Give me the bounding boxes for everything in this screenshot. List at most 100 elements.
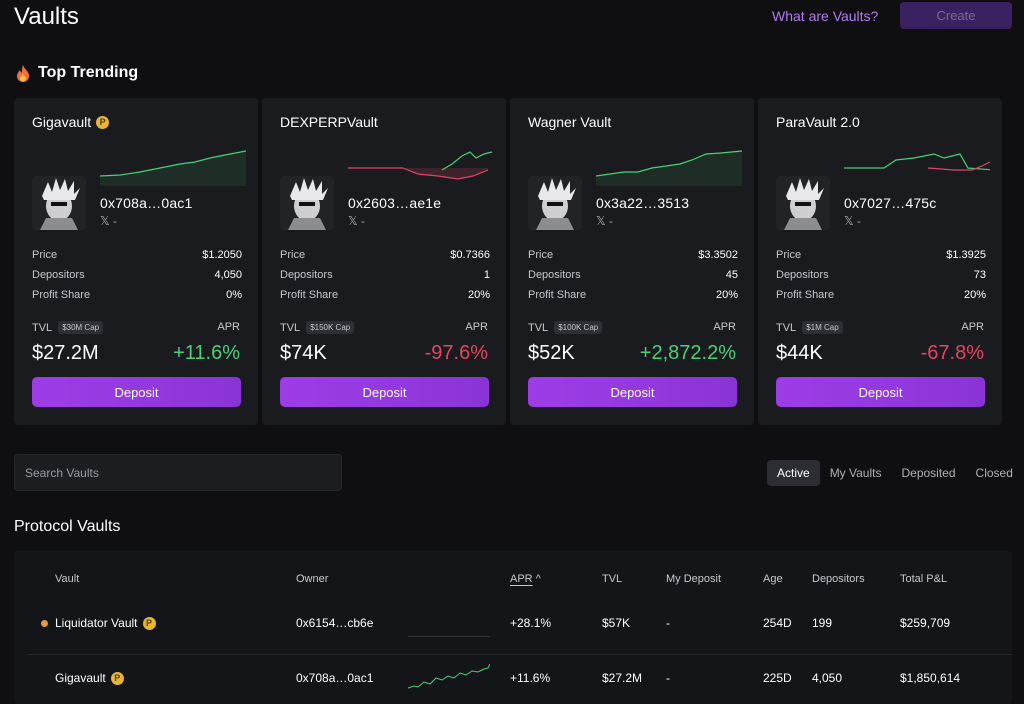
vault-sparkline — [100, 150, 246, 186]
depositors-row: Depositors 45 — [528, 269, 738, 281]
apr-value: +11.6% — [173, 342, 240, 364]
top-trending-title: Top Trending — [38, 64, 139, 81]
tvl-value: $44K — [776, 342, 823, 364]
tvl-label: TVL — [32, 321, 53, 334]
vault-card[interactable]: ParaVault 2.0 0x7027…475c 𝕏 - Price $1.3… — [758, 98, 1002, 425]
tvl-value: $52K — [528, 342, 575, 364]
page-title: Vaults — [14, 3, 79, 30]
price-row: Price $1.3925 — [776, 249, 986, 261]
vault-name: DEXPERPVault — [280, 114, 378, 130]
filter-tab-active[interactable]: Active — [767, 460, 820, 486]
vault-card-name[interactable]: Gigavault P — [32, 114, 110, 130]
tvl-label-row: TVL $1M Cap — [776, 321, 843, 334]
pnl-cell: $1,850,614 — [900, 671, 961, 685]
owner-x-handle[interactable]: 𝕏 - — [348, 214, 365, 228]
vault-card-name[interactable]: ParaVault 2.0 — [776, 114, 860, 130]
filter-tab-my-vaults[interactable]: My Vaults — [829, 466, 882, 480]
tvl-label-row: TVL $30M Cap — [32, 321, 104, 334]
depositors-label: Depositors — [280, 269, 333, 281]
vault-name: Wagner Vault — [528, 114, 612, 130]
vault-card[interactable]: DEXPERPVault 0x2603…ae1e 𝕏 - Price $0.73… — [262, 98, 506, 425]
deposit-button[interactable]: Deposit — [280, 377, 489, 407]
col-header-vault[interactable]: Vault — [55, 573, 80, 585]
vault-card[interactable]: Wagner Vault 0x3a22…3513 𝕏 - Price $3.35… — [510, 98, 754, 425]
col-header-total-pnl[interactable]: Total P&L — [900, 573, 948, 585]
depositors-value: 1 — [483, 269, 490, 281]
owner-avatar-icon — [776, 176, 830, 230]
price-row: Price $3.3502 — [528, 249, 738, 261]
tvl-label-row: TVL $150K Cap — [280, 321, 355, 334]
profit-share-row: Profit Share 0% — [32, 289, 242, 301]
tvl-cell: $57K — [602, 616, 631, 630]
search-vaults-input[interactable] — [14, 454, 342, 491]
apr-value: +2,872.2% — [639, 342, 736, 364]
depositors-value: 4,050 — [214, 269, 242, 281]
depositors-value: 73 — [973, 269, 986, 281]
deposit-button[interactable]: Deposit — [32, 377, 241, 407]
filter-tab-deposited[interactable]: Deposited — [901, 466, 956, 480]
owner-x-handle[interactable]: 𝕏 - — [596, 214, 613, 228]
price-value: $1.3925 — [946, 249, 986, 261]
depositors-row: Depositors 1 — [280, 269, 490, 281]
depositors-label: Depositors — [528, 269, 581, 281]
cap-badge: $30M Cap — [58, 321, 104, 334]
depositors-cell: 4,050 — [812, 671, 843, 685]
apr-label: APR — [961, 321, 984, 333]
row-divider — [28, 654, 1012, 655]
price-value: $3.3502 — [698, 249, 738, 261]
depositors-value: 45 — [725, 269, 738, 281]
col-header-age[interactable]: Age — [763, 573, 783, 585]
vault-name: Gigavault — [55, 671, 106, 685]
vault-sparkline — [844, 153, 990, 171]
vault-card-name[interactable]: DEXPERPVault — [280, 114, 378, 130]
apr-cell: +11.6% — [510, 671, 551, 685]
profit-share-label: Profit Share — [280, 289, 339, 301]
vault-card-name[interactable]: Wagner Vault — [528, 114, 611, 130]
sort-arrow-icon: ^ — [535, 573, 541, 585]
tvl-label: TVL — [776, 321, 797, 334]
owner-address[interactable]: 0x708a…0ac1 — [100, 195, 193, 211]
col-header-owner[interactable]: Owner — [296, 573, 329, 585]
create-button[interactable]: Create — [900, 2, 1012, 29]
vault-name: Liquidator Vault — [55, 616, 138, 630]
owner-cell[interactable]: 0x708a…0ac1 — [296, 671, 374, 685]
tvl-cell: $27.2M — [602, 671, 643, 685]
owner-address[interactable]: 0x7027…475c — [844, 195, 937, 211]
price-row: Price $0.7366 — [280, 249, 490, 261]
depositors-label: Depositors — [776, 269, 829, 281]
cap-badge: $100K Cap — [554, 321, 603, 334]
col-header-tvl[interactable]: TVL — [602, 573, 623, 585]
owner-x-handle[interactable]: 𝕏 - — [100, 214, 117, 228]
vault-sparkline — [348, 151, 493, 180]
row-sparkline — [408, 636, 490, 637]
owner-avatar-icon — [32, 176, 86, 230]
avatar — [280, 176, 334, 230]
owner-cell[interactable]: 0x6154…cb6e — [296, 616, 374, 630]
filter-tab-closed[interactable]: Closed — [975, 466, 1013, 480]
vault-name: ParaVault 2.0 — [776, 114, 860, 130]
depositors-row: Depositors 4,050 — [32, 269, 242, 281]
table-row[interactable]: Gigavault P 0x708a…0ac1 +11.6% $27.2M - … — [14, 658, 1012, 698]
table-row[interactable]: Liquidator Vault P 0x6154…cb6e +28.1% $5… — [14, 603, 1012, 643]
avatar — [776, 176, 830, 230]
vault-card[interactable]: Gigavault P 0x708a…0ac1 𝕏 - Price $1.205… — [14, 98, 258, 425]
age-cell: 254D — [763, 616, 792, 630]
protocol-badge-icon: P — [110, 671, 124, 685]
what-are-vaults-link[interactable]: What are Vaults? — [772, 8, 879, 24]
deposit-button[interactable]: Deposit — [528, 377, 737, 407]
owner-address[interactable]: 0x3a22…3513 — [596, 195, 690, 211]
top-trending-header: Top Trending — [16, 64, 138, 82]
profit-share-label: Profit Share — [528, 289, 587, 301]
owner-address[interactable]: 0x2603…ae1e — [348, 195, 442, 211]
col-header-my-deposit[interactable]: My Deposit — [666, 573, 722, 585]
profit-share-row: Profit Share 20% — [776, 289, 986, 301]
col-header-apr[interactable]: APR ^ — [510, 573, 541, 585]
deposit-button[interactable]: Deposit — [776, 377, 985, 407]
vault-sparkline — [596, 150, 742, 186]
col-header-depositors[interactable]: Depositors — [812, 573, 865, 585]
owner-x-handle[interactable]: 𝕏 - — [844, 214, 861, 228]
vault-name-cell: Liquidator Vault P — [55, 616, 156, 630]
owner-avatar-icon — [528, 176, 582, 230]
cap-badge: $1M Cap — [802, 321, 843, 334]
status-dot-icon — [41, 620, 48, 627]
